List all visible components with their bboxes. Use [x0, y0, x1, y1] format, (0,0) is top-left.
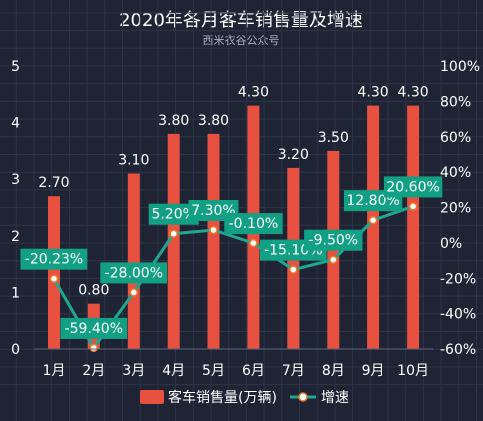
right-axis: -60% -40% -20% 0% 20% 40% 60% 80% 100%	[440, 59, 480, 358]
growth-point[interactable]	[408, 202, 418, 211]
growth-badge	[100, 262, 168, 284]
x-tick-label: 2月	[82, 363, 105, 379]
growth-point[interactable]	[89, 343, 99, 353]
left-axis: 0 1 2 3 4 5	[11, 59, 20, 358]
x-tick-label: 6月	[242, 363, 265, 379]
legend[interactable]: 客车销售量(万辆) 增速	[140, 389, 349, 406]
right-tick-label: 0%	[440, 236, 462, 252]
bar-value-label: 3.50	[318, 130, 349, 146]
growth-badge-label: 20.60%	[386, 179, 439, 195]
growth-badge-label: -0.10%	[229, 216, 279, 232]
bar-value-label: 3.20	[278, 147, 309, 163]
x-tick-label: 10月	[397, 363, 429, 379]
growth-badge	[224, 213, 283, 235]
bar[interactable]	[407, 105, 420, 349]
growth-badge	[383, 176, 443, 198]
x-axis: 1月 2月 3月 4月 5月 6月 7月 8月 9月 10月	[34, 348, 433, 379]
x-tick-label: 3月	[122, 363, 145, 379]
growth-point[interactable]	[49, 274, 59, 283]
left-tick-label: 0	[11, 342, 20, 358]
growth-badge-label: -59.40%	[65, 321, 123, 337]
x-tick-label: 4月	[162, 363, 185, 379]
right-tick-label: -40%	[440, 307, 476, 323]
bar-value-label: 2.70	[38, 175, 69, 191]
growth-badge-label: -28.00%	[105, 265, 163, 281]
bar-value-label: 4.30	[358, 85, 389, 101]
growth-point[interactable]	[329, 255, 338, 264]
bar-value-label: 0.80	[78, 283, 109, 299]
growth-badge	[304, 229, 363, 251]
left-tick-label: 2	[11, 229, 20, 245]
bar-value-label: 3.10	[118, 153, 149, 169]
growth-point[interactable]	[368, 215, 378, 225]
left-tick-label: 1	[11, 285, 20, 301]
bar-value-label: 4.30	[238, 85, 269, 101]
right-tick-label: -20%	[440, 271, 476, 287]
growth-badge-label: -20.23%	[25, 252, 83, 268]
growth-point[interactable]	[169, 229, 178, 238]
right-tick-label: 60%	[440, 130, 471, 146]
bar-value-label: 3.80	[158, 113, 189, 129]
legend-line-marker[interactable]	[298, 392, 308, 402]
bar-series	[48, 105, 420, 350]
bar[interactable]	[48, 196, 60, 349]
legend-line-label[interactable]: 增速	[321, 390, 349, 406]
bar[interactable]	[167, 133, 180, 349]
growth-point[interactable]	[209, 225, 218, 235]
legend-bar-label[interactable]: 客车销售量(万辆)	[168, 389, 277, 406]
growth-badge	[148, 203, 199, 225]
chart-subtitle: 西米衣谷公众号	[203, 33, 280, 47]
growth-badge	[20, 248, 88, 270]
right-tick-label: 40%	[440, 165, 471, 181]
right-tick-label: 100%	[440, 59, 480, 75]
chart-title: 2020年各月客车销售量及增速	[119, 10, 363, 31]
bar[interactable]	[367, 105, 380, 349]
bar[interactable]	[127, 173, 140, 350]
x-tick-label: 9月	[362, 363, 385, 379]
growth-point[interactable]	[249, 238, 258, 248]
bar-value-label: 4.30	[398, 85, 429, 101]
growth-point[interactable]	[129, 288, 139, 297]
x-tick-label: 1月	[43, 363, 66, 379]
bar-labels: 2.70 0.80 3.10 3.80 3.80 4.30 3.20 3.50 4.30 4.30	[38, 85, 428, 299]
growth-badge-label: 5.20%	[151, 207, 195, 223]
right-tick-label: 80%	[440, 94, 471, 110]
legend-bar-swatch[interactable]	[140, 390, 164, 404]
bar-value-label: 3.80	[198, 113, 229, 129]
bar[interactable]	[207, 133, 220, 349]
left-tick-label: 3	[11, 172, 20, 188]
left-tick-label: 5	[11, 59, 20, 75]
left-tick-label: 4	[11, 116, 20, 132]
right-tick-label: 20%	[440, 201, 471, 217]
x-tick-label: 7月	[282, 363, 305, 379]
right-tick-label: -60%	[440, 342, 476, 358]
x-tick-label: 8月	[322, 363, 345, 379]
growth-badge-label: -9.50%	[309, 233, 359, 249]
growth-badge	[60, 317, 128, 339]
x-tick-label: 5月	[202, 363, 225, 379]
growth-point[interactable]	[289, 265, 298, 274]
growth-labels: -20.23%-59.40%-28.00%5.20%7.30%-0.10%-15…	[20, 176, 443, 339]
